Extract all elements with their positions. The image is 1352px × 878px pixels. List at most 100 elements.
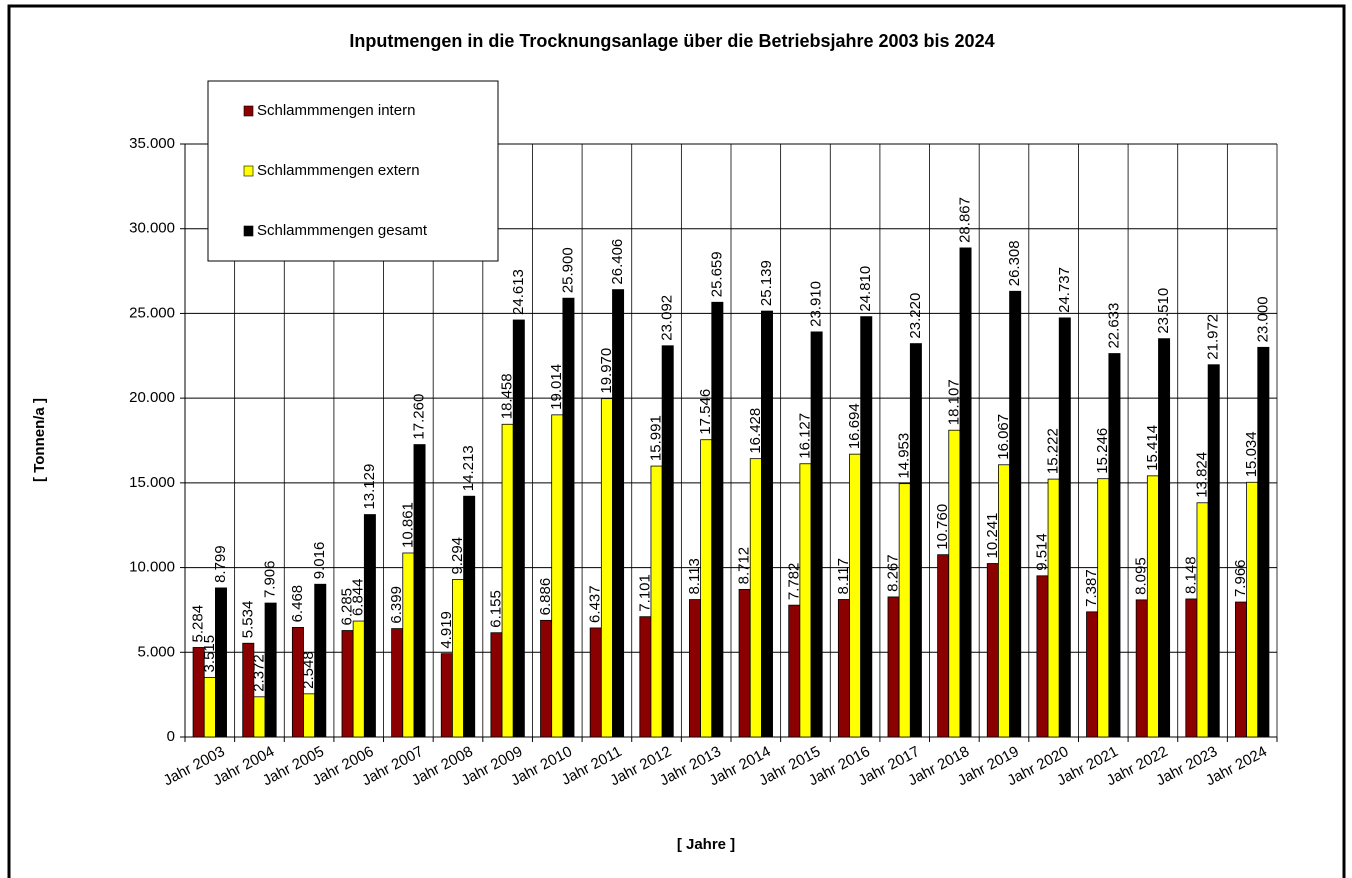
data-label: 13.129 [361, 464, 378, 510]
bar [562, 297, 575, 738]
bar [650, 465, 663, 738]
bar [1158, 338, 1171, 738]
legend-label: Schlammmengen gesamt [257, 222, 428, 239]
data-label: 8.117 [835, 558, 852, 594]
y-tick-label: 35.000 [129, 135, 175, 152]
x-axis-title: [ Jahre ] [677, 836, 735, 853]
bar [849, 453, 862, 738]
bar [898, 483, 911, 738]
bar [986, 563, 999, 738]
bar [738, 588, 751, 738]
bar [700, 439, 713, 738]
data-label: 7.966 [1232, 559, 1249, 597]
data-label: 26.406 [609, 239, 626, 285]
data-label: 6.399 [388, 586, 405, 624]
legend-label: Schlammmengen extern [257, 162, 420, 179]
bar [440, 653, 453, 738]
bar [1108, 353, 1121, 738]
legend-box [207, 80, 499, 262]
bar [203, 677, 216, 738]
legend-swatch [243, 165, 254, 177]
bar [391, 628, 404, 738]
bar [402, 552, 415, 738]
bar [1058, 317, 1071, 738]
bar [463, 495, 476, 738]
bar [291, 627, 304, 738]
data-label: 16.067 [995, 414, 1012, 460]
bar [540, 619, 553, 738]
data-label: 5.534 [239, 601, 256, 639]
data-label: 15.991 [648, 415, 665, 461]
data-label: 7.906 [262, 561, 279, 599]
bar [689, 599, 701, 738]
y-axis-title: [ Tonnen/a ] [31, 398, 48, 482]
bar [998, 464, 1010, 738]
bar [253, 696, 266, 738]
y-tick-label: 0 [167, 728, 175, 745]
chart-title: Inputmengen in die Trocknungsanlage über… [349, 31, 994, 51]
bar [1009, 290, 1022, 738]
bar [501, 423, 514, 738]
bar [363, 514, 376, 738]
data-label: 8.148 [1182, 556, 1199, 594]
data-label: 18.458 [499, 373, 516, 419]
data-label: 8.113 [686, 558, 703, 594]
data-label: 15.246 [1094, 428, 1111, 474]
data-label: 8.799 [212, 545, 229, 583]
legend-swatch [243, 105, 254, 117]
data-label: 16.428 [747, 408, 764, 454]
bar [799, 463, 812, 738]
data-label: 16.127 [796, 413, 813, 459]
data-label: 6.886 [537, 578, 554, 616]
data-label: 24.810 [857, 266, 874, 312]
data-label: 10.241 [984, 513, 1001, 559]
bar [639, 616, 652, 738]
bar [887, 596, 900, 738]
bar [352, 620, 365, 738]
data-label: 10.861 [399, 502, 416, 548]
bar [512, 319, 525, 738]
data-label: 13.824 [1194, 452, 1211, 498]
bar [490, 632, 503, 738]
data-label: 7.101 [636, 574, 653, 612]
bar [612, 289, 625, 738]
data-label: 18.107 [945, 379, 962, 425]
data-label: 16.694 [846, 403, 863, 449]
data-label: 15.222 [1045, 428, 1062, 474]
data-label: 6.155 [487, 590, 504, 628]
bar [1257, 346, 1270, 738]
y-tick-label: 25.000 [129, 304, 175, 321]
data-label: 8.267 [885, 554, 902, 592]
bar [303, 693, 316, 738]
data-label: 14.213 [460, 445, 477, 491]
bar [242, 642, 255, 738]
data-label: 23.910 [808, 281, 825, 327]
data-label: 6.285 [339, 588, 356, 626]
data-label: 23.220 [907, 293, 924, 339]
bar [314, 583, 327, 738]
bar [341, 630, 354, 738]
bar [1097, 478, 1110, 738]
bar [551, 414, 564, 738]
bar [788, 604, 801, 738]
bar [1235, 601, 1247, 738]
y-tick-label: 20.000 [129, 389, 175, 406]
data-label: 5.284 [190, 605, 207, 643]
bar [860, 316, 873, 738]
bar [810, 331, 823, 738]
data-label: 10.760 [934, 504, 951, 550]
bar [711, 301, 724, 738]
bar [948, 429, 961, 738]
bar [1047, 478, 1060, 738]
data-label: 9.016 [311, 542, 328, 580]
bar [1135, 599, 1148, 738]
bar [661, 345, 674, 738]
data-label: 6.468 [289, 585, 306, 623]
data-label: 15.034 [1243, 431, 1260, 477]
bar [413, 444, 426, 738]
data-label: 9.514 [1033, 533, 1050, 571]
bar [909, 343, 922, 738]
y-tick-label: 30.000 [129, 220, 175, 237]
